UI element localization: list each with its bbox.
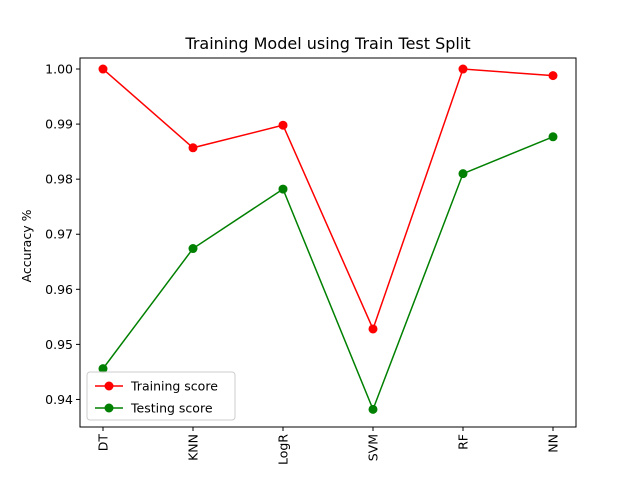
legend-marker — [104, 381, 114, 391]
data-point — [188, 244, 198, 254]
y-tick-label: 0.98 — [45, 172, 73, 187]
data-point — [98, 64, 108, 74]
axes-frame — [79, 57, 577, 428]
series-line — [102, 136, 554, 412]
legend: Training score Testing score — [86, 371, 236, 421]
data-point — [368, 404, 378, 414]
data-point — [98, 364, 108, 374]
y-tick-label: 0.96 — [45, 282, 73, 297]
y-tick-label: 1.00 — [45, 62, 73, 77]
legend-box — [86, 371, 236, 421]
plot-area: 0.94 0.95 0.96 0.97 0.98 0.99 1.00 DT KNN LogR SVM… — [45, 62, 560, 466]
y-tick-label: 0.95 — [45, 337, 73, 352]
y-axis-label: Accuracy % — [19, 209, 34, 282]
series-line — [102, 68, 554, 332]
x-tick-label: NN — [546, 434, 561, 453]
legend-label: Testing score — [130, 401, 213, 416]
chart-title: Training Model using Train Test Split — [184, 34, 470, 53]
data-point — [548, 132, 558, 142]
x-tick-label: KNN — [186, 434, 201, 461]
x-tick-label: SVM — [366, 434, 381, 461]
y-tick-label: 0.99 — [45, 117, 73, 132]
y-tick-label: 0.97 — [45, 227, 73, 242]
x-tick-label: RF — [456, 434, 471, 450]
y-tick-label: 0.94 — [45, 392, 73, 407]
data-point — [368, 324, 378, 334]
legend-marker — [104, 403, 114, 413]
data-point — [548, 71, 558, 81]
data-point — [458, 64, 468, 74]
legend-label: Training score — [130, 379, 218, 394]
data-point — [188, 143, 198, 153]
data-point — [278, 184, 288, 194]
x-tick-label: DT — [96, 434, 111, 452]
data-point — [458, 169, 468, 179]
x-tick-label: LogR — [276, 434, 291, 465]
data-point — [278, 120, 288, 130]
